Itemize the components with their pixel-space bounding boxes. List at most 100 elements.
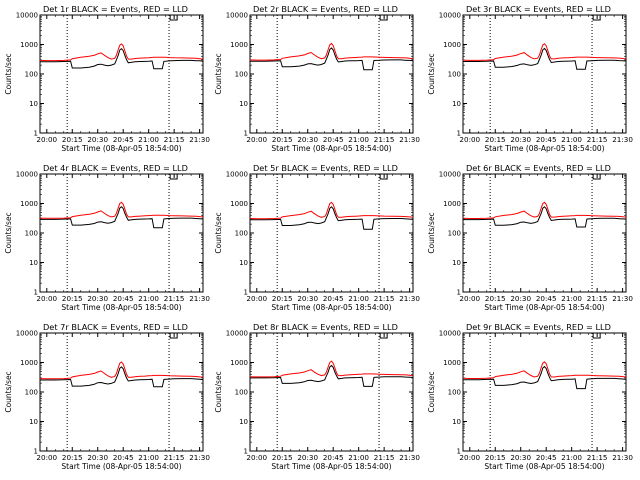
x-tick-label: 21:15: [164, 135, 185, 144]
plot-frame: [39, 14, 204, 134]
series-line-events: [40, 48, 204, 70]
y-tick-label: 10: [239, 418, 248, 426]
series-line-events: [250, 47, 414, 71]
y-tick-label: 1000: [230, 200, 248, 208]
y-tick-label: 1: [244, 448, 248, 456]
x-tick-label: 20:15: [272, 453, 293, 462]
y-tick-label: 1: [34, 130, 38, 138]
series-line-events: [463, 365, 627, 390]
y-axis-label: Counts/sec: [214, 212, 223, 253]
y-tick-label: 10000: [439, 171, 461, 179]
y-tick-label: 1: [457, 289, 461, 297]
x-tick-label: 20:15: [272, 294, 293, 303]
x-tick-label: 20:15: [485, 294, 506, 303]
x-tick-label: 20:00: [246, 453, 267, 462]
x-tick-label: 21:30: [189, 453, 210, 462]
series-line-lld: [39, 43, 204, 62]
interval-flag-marker: [379, 15, 388, 21]
x-axis-label: Start Time (08-Apr-05 18:54:00): [484, 462, 604, 471]
x-tick-label: 20:00: [36, 453, 57, 462]
x-tick-label: 20:30: [87, 135, 108, 144]
x-tick-label: 20:15: [62, 453, 83, 462]
y-tick-label: 1000: [443, 200, 461, 208]
y-tick-label: 10000: [439, 12, 461, 20]
x-axis-label: Start Time (08-Apr-05 18:54:00): [271, 462, 391, 471]
interval-flag-marker: [169, 15, 178, 21]
x-tick-label: 21:00: [561, 294, 582, 303]
x-tick-label: 21:30: [189, 294, 210, 303]
y-tick-label: 1: [457, 130, 461, 138]
x-tick-label: 20:45: [323, 294, 344, 303]
plot-frame: [462, 14, 627, 134]
chart-panel-8: Det 8r BLACK = Events, RED = LLD 1 10 100 10…: [214, 322, 420, 471]
series-line-lld: [462, 201, 627, 219]
chart-panel-1: Det 1r BLACK = Events, RED = LLD 1 10 100 10…: [4, 4, 210, 153]
x-tick-label: 20:45: [536, 135, 557, 144]
x-tick-label: 20:45: [113, 453, 134, 462]
chart-panel-9: Det 9r BLACK = Events, RED = LLD 1 10 100 10…: [427, 322, 633, 471]
y-axis-label: Counts/sec: [427, 53, 436, 94]
series-line-lld: [39, 201, 204, 219]
x-tick-label: 20:45: [113, 294, 134, 303]
y-tick-label: 100: [448, 71, 461, 79]
y-tick-label: 100: [25, 389, 38, 397]
y-tick-label: 1000: [20, 41, 38, 49]
y-tick-label: 10: [452, 100, 461, 108]
y-tick-label: 10: [239, 259, 248, 267]
chart-panel-6: Det 6r BLACK = Events, RED = LLD 1 10 100 10…: [427, 163, 633, 312]
plot-frame: [249, 332, 414, 452]
x-axis-label: Start Time (08-Apr-05 18:54:00): [484, 144, 604, 153]
x-tick-label: 21:30: [612, 453, 633, 462]
x-axis-label: Start Time (08-Apr-05 18:54:00): [271, 144, 391, 153]
y-axis-label: Counts/sec: [427, 212, 436, 253]
x-tick-label: 20:30: [297, 135, 318, 144]
x-tick-label: 20:30: [510, 135, 531, 144]
y-axis-label: Counts/sec: [4, 53, 13, 94]
x-tick-label: 20:00: [459, 453, 480, 462]
chart-title: Det 7r BLACK = Events, RED = LLD: [43, 322, 188, 332]
x-tick-label: 21:15: [164, 294, 185, 303]
interval-flag-marker: [592, 174, 601, 180]
chart-title: Det 2r BLACK = Events, RED = LLD: [253, 4, 398, 14]
chart-title: Det 8r BLACK = Events, RED = LLD: [253, 322, 398, 332]
x-axis-label: Start Time (08-Apr-05 18:54:00): [61, 462, 181, 471]
chart-title: Det 3r BLACK = Events, RED = LLD: [466, 4, 611, 14]
x-tick-label: 20:30: [87, 453, 108, 462]
y-tick-label: 100: [25, 230, 38, 238]
x-tick-label: 20:30: [510, 294, 531, 303]
y-axis-label: Counts/sec: [214, 53, 223, 94]
y-tick-label: 1: [34, 448, 38, 456]
y-tick-label: 1000: [443, 41, 461, 49]
series-line-events: [250, 206, 414, 230]
x-tick-label: 20:15: [485, 453, 506, 462]
x-tick-label: 21:30: [399, 453, 420, 462]
y-tick-label: 10000: [16, 330, 38, 338]
x-tick-label: 21:00: [138, 135, 159, 144]
x-tick-label: 21:30: [612, 294, 633, 303]
x-tick-label: 21:00: [138, 453, 159, 462]
x-tick-label: 20:15: [62, 294, 83, 303]
y-tick-label: 1: [244, 130, 248, 138]
x-tick-label: 20:30: [87, 294, 108, 303]
x-tick-label: 21:00: [138, 294, 159, 303]
x-tick-label: 21:00: [348, 453, 369, 462]
x-tick-label: 21:00: [348, 135, 369, 144]
x-tick-label: 20:45: [536, 453, 557, 462]
y-axis-label: Counts/sec: [4, 371, 13, 412]
y-tick-label: 1: [457, 448, 461, 456]
x-tick-label: 20:30: [297, 294, 318, 303]
y-tick-label: 1: [34, 289, 38, 297]
x-tick-label: 21:30: [399, 135, 420, 144]
y-axis-label: Counts/sec: [4, 212, 13, 253]
chart-title: Det 4r BLACK = Events, RED = LLD: [43, 163, 188, 173]
x-tick-label: 20:00: [246, 294, 267, 303]
series-line-events: [250, 364, 414, 387]
y-tick-label: 100: [235, 71, 248, 79]
y-tick-label: 10000: [16, 171, 38, 179]
x-tick-label: 21:30: [189, 135, 210, 144]
x-tick-label: 20:00: [36, 135, 57, 144]
x-tick-label: 21:15: [164, 453, 185, 462]
chart-panel-5: Det 5r BLACK = Events, RED = LLD 1 10 100 10…: [214, 163, 420, 312]
series-line-lld: [39, 361, 204, 380]
plot-frame: [39, 173, 204, 293]
